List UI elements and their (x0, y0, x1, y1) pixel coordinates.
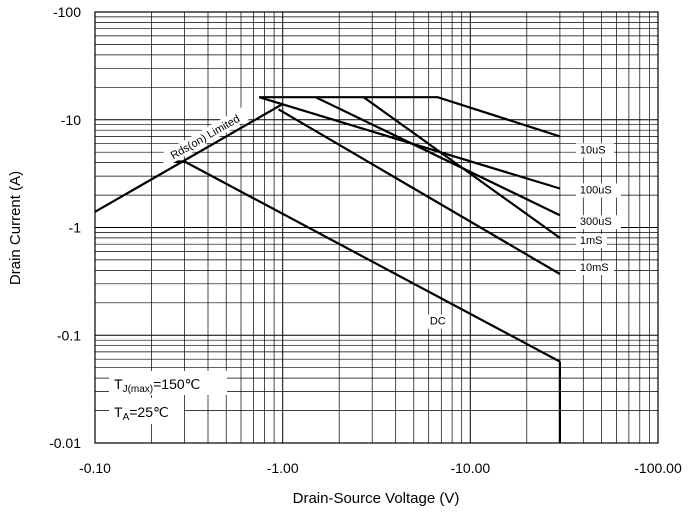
series-label: 10mS (580, 262, 609, 274)
tj-note-text: TJ(max)=150℃ (114, 376, 200, 395)
series-label: 10uS (580, 144, 606, 156)
tj-note-sub: J(max) (123, 384, 154, 395)
series-label-bg (575, 261, 614, 276)
series-label-group: 100uS (575, 183, 621, 198)
series-label-bg (425, 314, 450, 329)
y-axis-title: Drain Current (A) (7, 171, 24, 285)
ta-note-text: TA=25℃ (114, 404, 169, 423)
ta-note-rest: =25℃ (129, 404, 168, 420)
chart-curves: 10uS 100uS 300uS 1mS 10mS DC (94, 96, 621, 443)
plot-area-frame (94, 11, 659, 444)
series-label-group: DC (425, 314, 450, 329)
tj-note-main: T (114, 376, 123, 392)
series-label: 300uS (580, 216, 612, 228)
ta-note-bg (109, 398, 184, 424)
tj-note: TJ(max)=150℃ (109, 371, 227, 395)
series-label-bg (575, 143, 614, 158)
y-tick-label: -100 (53, 4, 81, 20)
ta-note-sub: A (123, 412, 130, 423)
series-line-1ms (362, 96, 561, 239)
x-tick-label: -0.10 (79, 460, 111, 476)
series-line-dc (169, 160, 561, 363)
ta-note: TA=25℃ (109, 398, 184, 424)
series-label-group: 300uS (575, 215, 621, 230)
y-tick-label: -10 (61, 112, 81, 128)
series-label-group: 10uS (575, 143, 614, 158)
series-line-rds-on-limited (94, 103, 284, 213)
series-label-bg (575, 215, 621, 230)
series-label-bg (575, 183, 621, 198)
chart-gridlines (94, 12, 658, 444)
chart-tick-labels: -0.10 -1.00 -10.00 -100.00 -0.01 -0.1 -1 -10 -10… (49, 4, 682, 476)
series-line-10ms (277, 108, 561, 275)
y-tick-label: -1 (69, 220, 82, 236)
tj-note-bg (109, 371, 227, 395)
series-line-300us (315, 96, 561, 217)
x-tick-label: -100.00 (634, 460, 682, 476)
series-line-10us (259, 96, 561, 138)
x-tick-label: -10.00 (450, 460, 490, 476)
y-tick-label: -0.1 (57, 327, 81, 343)
x-tick-label: -1.00 (267, 460, 299, 476)
y-tick-label: -0.01 (49, 435, 81, 451)
series-label-group: 10mS (575, 261, 614, 276)
series-label: DC (430, 316, 446, 328)
series-label-bg (575, 233, 607, 248)
tj-note-rest: =150℃ (153, 376, 200, 392)
rds-limit-label: Rds(on) Limited (169, 113, 242, 162)
series-label: 100uS (580, 185, 612, 197)
rds-limit-label-bg (158, 106, 251, 168)
series-label: 1mS (580, 235, 603, 247)
x-axis-title: Drain-Source Voltage (V) (293, 490, 460, 507)
ta-note-main: T (114, 404, 123, 420)
series-label-group: 1mS (575, 233, 607, 248)
